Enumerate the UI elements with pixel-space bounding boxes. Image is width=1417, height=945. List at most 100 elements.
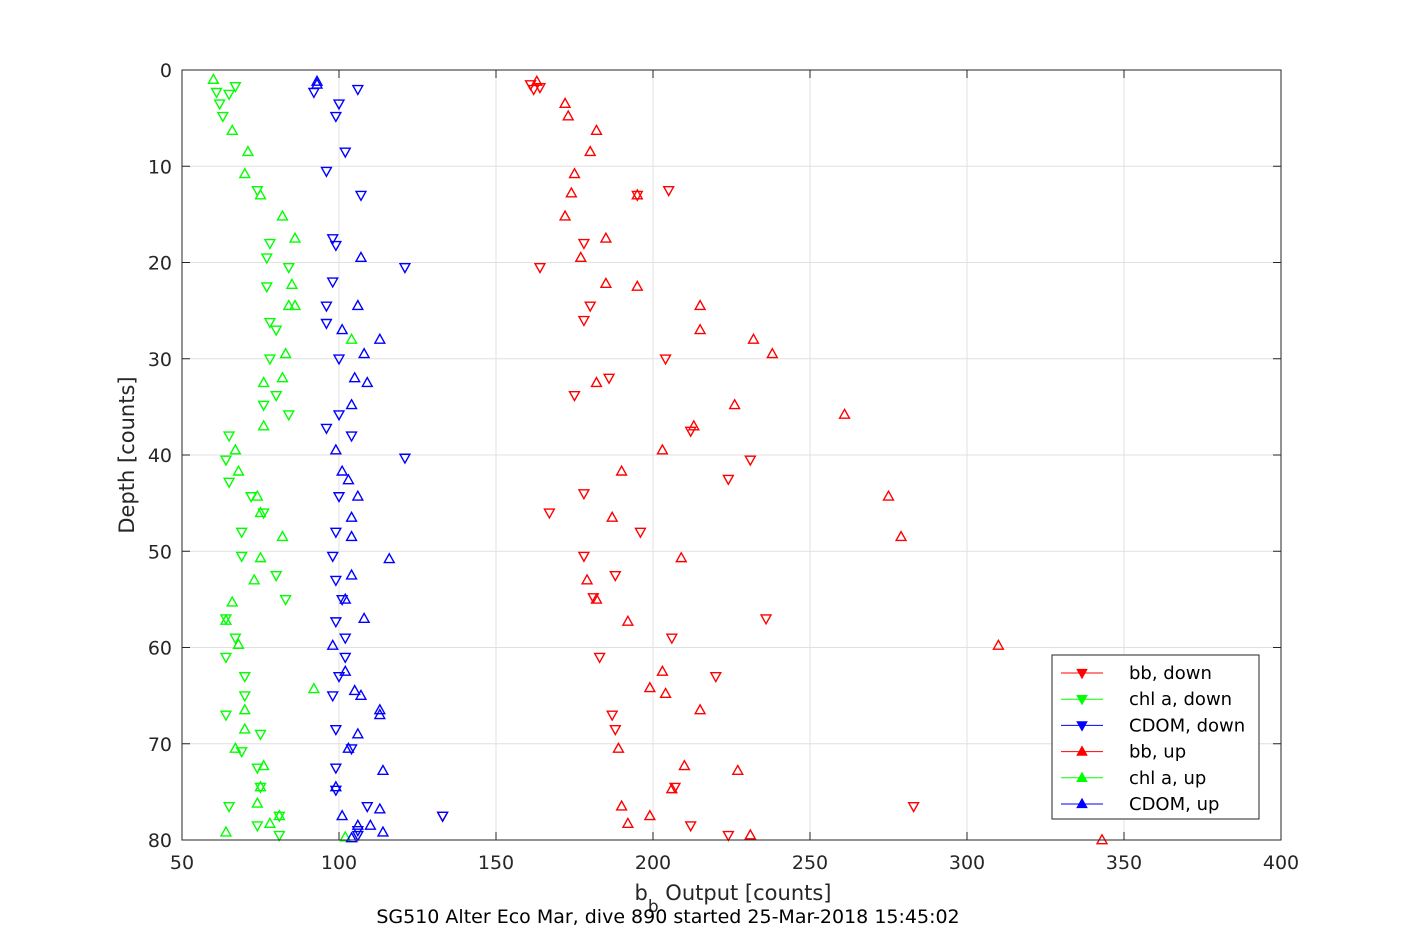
series-2-point bbox=[398, 453, 412, 465]
y-tick-label: 50 bbox=[148, 541, 172, 563]
series-4-point bbox=[232, 637, 245, 649]
series-5-point bbox=[329, 780, 342, 792]
series-4-point bbox=[276, 530, 289, 542]
series-4-point bbox=[229, 443, 242, 455]
series-2-point bbox=[326, 691, 339, 703]
series-3-point bbox=[615, 464, 628, 476]
series-3-point bbox=[766, 347, 779, 359]
series-0-point bbox=[543, 508, 556, 520]
series-0-point bbox=[744, 455, 757, 467]
series-5-point bbox=[383, 552, 396, 564]
series-0-point bbox=[631, 190, 644, 202]
legend-entries: bb, down chl a, down CDOM, down bb, up chl a… bbox=[1061, 663, 1245, 815]
series-5-point bbox=[345, 398, 358, 410]
series-3-point bbox=[894, 530, 908, 542]
y-tick-label: 0 bbox=[160, 60, 172, 82]
series-0-point bbox=[662, 185, 675, 197]
x-tick-label: 400 bbox=[1263, 852, 1299, 874]
series-1-point bbox=[235, 551, 248, 563]
series-2-point bbox=[361, 801, 374, 813]
series-2-point bbox=[320, 301, 333, 313]
series-1-point bbox=[229, 633, 242, 645]
series-0-point bbox=[533, 82, 547, 94]
series-4-point bbox=[254, 780, 267, 792]
series-3-point bbox=[558, 97, 572, 109]
series-3-point bbox=[744, 828, 757, 840]
series-2-point bbox=[329, 575, 342, 587]
series-2-point bbox=[345, 431, 358, 443]
series-3-point bbox=[530, 74, 543, 86]
series-2-point bbox=[332, 99, 346, 111]
x-axis-label-subscript: b bbox=[648, 897, 659, 917]
x-tick-label: 300 bbox=[949, 852, 985, 874]
series-0-point bbox=[568, 390, 581, 402]
series-0-point bbox=[577, 315, 591, 327]
series-5-point bbox=[345, 510, 358, 522]
series-1-point bbox=[273, 830, 286, 842]
series-0-point bbox=[577, 238, 591, 250]
series-5-point bbox=[373, 703, 386, 715]
series-3-point bbox=[621, 817, 635, 828]
series-1-point bbox=[270, 325, 283, 337]
series-3-point bbox=[728, 398, 741, 410]
series-5-point bbox=[345, 831, 358, 843]
data-markers bbox=[207, 72, 1109, 845]
series-1-point bbox=[282, 262, 295, 274]
series-1-point bbox=[270, 570, 283, 582]
series-4-point bbox=[276, 209, 289, 221]
series-5-point bbox=[345, 568, 358, 580]
series-5-point bbox=[361, 376, 374, 388]
series-2-point bbox=[329, 240, 342, 252]
series-4-point bbox=[207, 72, 220, 84]
series-2-point bbox=[326, 551, 339, 563]
series-4-point bbox=[263, 817, 277, 828]
series-2-point bbox=[320, 318, 333, 330]
series-0-point bbox=[684, 821, 697, 833]
series-3-point bbox=[562, 109, 575, 121]
series-1-point bbox=[263, 317, 277, 329]
series-4-point bbox=[251, 489, 264, 501]
series-4-point bbox=[257, 376, 270, 388]
series-0-point bbox=[602, 373, 616, 385]
series-1-point bbox=[219, 652, 233, 664]
legend-marker bbox=[1076, 771, 1088, 782]
series-0-point bbox=[634, 527, 647, 539]
series-1-point bbox=[222, 431, 236, 443]
x-axis-label-main: b bbox=[634, 881, 647, 905]
series-1-point bbox=[219, 455, 233, 467]
series-0-point bbox=[584, 301, 597, 313]
series-4-point bbox=[257, 419, 270, 431]
series-5-point bbox=[376, 764, 390, 776]
series-5-point bbox=[364, 818, 377, 830]
series-1-point bbox=[222, 477, 236, 489]
series-1-point bbox=[273, 811, 286, 823]
series-4-point bbox=[251, 796, 264, 808]
series-2-point bbox=[326, 234, 339, 246]
series-3-point bbox=[558, 209, 572, 221]
series-4-point bbox=[279, 347, 292, 359]
series-0-point bbox=[577, 489, 591, 501]
series-5-point bbox=[326, 638, 339, 650]
series-5-point bbox=[348, 371, 361, 383]
series-0-point bbox=[659, 354, 672, 366]
series-4-point bbox=[219, 613, 233, 625]
series-5-point bbox=[357, 347, 371, 359]
series-4-point bbox=[254, 551, 267, 563]
x-tick-label: 350 bbox=[1106, 852, 1142, 874]
series-2-point bbox=[329, 763, 342, 775]
series-0-point bbox=[587, 593, 600, 605]
series-4-point bbox=[226, 595, 239, 607]
series-1-point bbox=[238, 672, 251, 684]
series-2-point bbox=[329, 617, 342, 629]
series-2-point bbox=[320, 423, 333, 435]
series-2-point bbox=[339, 147, 352, 159]
legend: bb, down chl a, down CDOM, down bb, up chl a… bbox=[1051, 654, 1260, 820]
series-3-point bbox=[678, 759, 691, 771]
series-4-point bbox=[219, 825, 233, 837]
series-3-point bbox=[565, 186, 578, 198]
series-3-point bbox=[659, 687, 672, 699]
series-3-point bbox=[631, 279, 644, 291]
series-3-point bbox=[1095, 833, 1109, 845]
series-1-point bbox=[279, 595, 292, 607]
